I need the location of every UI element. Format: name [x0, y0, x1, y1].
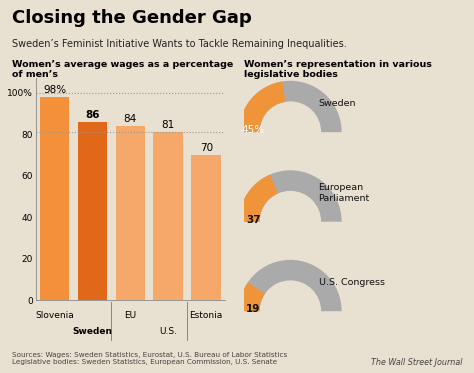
- Bar: [191, 155, 221, 300]
- Text: 81: 81: [162, 120, 175, 130]
- Text: 84: 84: [124, 114, 137, 124]
- Text: The Wall Street Journal: The Wall Street Journal: [371, 358, 462, 367]
- Text: EU: EU: [124, 311, 137, 320]
- Text: 45%: 45%: [242, 125, 265, 135]
- Bar: [154, 132, 183, 300]
- Wedge shape: [239, 282, 265, 311]
- Wedge shape: [239, 260, 342, 311]
- Text: Sweden: Sweden: [319, 99, 356, 108]
- Text: 98%: 98%: [43, 85, 66, 95]
- Text: 86: 86: [85, 110, 100, 120]
- Text: 37: 37: [246, 214, 261, 225]
- Wedge shape: [239, 81, 285, 132]
- Text: 19: 19: [246, 304, 261, 314]
- Text: European
Parliament: European Parliament: [319, 182, 370, 203]
- Text: 70: 70: [200, 143, 213, 153]
- Text: Sources: Wages: Sweden Statistics, Eurostat, U.S. Bureau of Labor Statistics
Leg: Sources: Wages: Sweden Statistics, Euros…: [12, 352, 287, 366]
- Wedge shape: [239, 81, 342, 132]
- Text: Closing the Gender Gap: Closing the Gender Gap: [12, 9, 252, 27]
- Text: Women’s average wages as a percentage
of men’s: Women’s average wages as a percentage of…: [12, 60, 233, 79]
- Wedge shape: [239, 175, 278, 222]
- Text: Women’s representation in various
legislative bodies: Women’s representation in various legisl…: [244, 60, 432, 79]
- Text: Sweden: Sweden: [73, 327, 112, 336]
- Wedge shape: [239, 170, 342, 222]
- Bar: [40, 97, 69, 300]
- Text: Estonia: Estonia: [190, 311, 223, 320]
- Bar: [78, 122, 107, 300]
- Text: U.S.: U.S.: [159, 327, 177, 336]
- Text: Sweden’s Feminist Initiative Wants to Tackle Remaining Inequalities.: Sweden’s Feminist Initiative Wants to Ta…: [12, 39, 346, 49]
- Text: U.S. Congress: U.S. Congress: [319, 278, 384, 287]
- Bar: [116, 126, 145, 300]
- Text: Slovenia: Slovenia: [35, 311, 74, 320]
